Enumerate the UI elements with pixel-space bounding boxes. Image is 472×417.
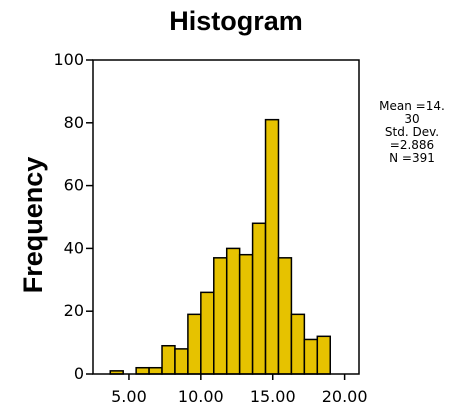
- x-tick-label: 5.00: [111, 387, 147, 406]
- histogram-bar: [264, 118, 280, 375]
- y-tick-label: 0: [74, 364, 84, 383]
- histogram-bar: [200, 291, 215, 375]
- histogram-bar: [213, 257, 228, 375]
- plot-frame: [92, 59, 360, 375]
- x-axis-ticks: 5.00 10.00 15.00 20.00: [111, 374, 368, 406]
- histogram-bars: [109, 118, 331, 375]
- histogram-bar: [135, 366, 150, 375]
- y-tick-label: 80: [64, 113, 84, 132]
- y-axis-ticks: 0 20 40 60 80 100: [53, 50, 93, 383]
- x-tick-label: 15.00: [250, 387, 296, 406]
- stats-line: Std. Dev.: [385, 125, 439, 139]
- x-tick-label: 10.00: [178, 387, 224, 406]
- y-tick-label: 20: [64, 301, 84, 320]
- histogram-bar: [303, 338, 319, 375]
- y-tick-label: 60: [64, 176, 84, 195]
- y-tick-label: 100: [53, 50, 84, 69]
- y-tick-label: 40: [64, 238, 84, 257]
- stats-line: 30: [404, 112, 419, 126]
- x-tick-label: 20.00: [322, 387, 368, 406]
- histogram-bar: [290, 313, 306, 375]
- histogram-bar: [277, 257, 293, 375]
- histogram-bar: [174, 348, 189, 375]
- histogram-bar: [316, 335, 331, 375]
- stats-line: =2.886: [390, 138, 434, 152]
- histogram-bar: [251, 222, 267, 375]
- histogram-bar: [148, 366, 163, 375]
- y-axis-label: Frequency: [18, 157, 48, 294]
- histogram-bar: [187, 313, 202, 375]
- stats-line: N =391: [389, 151, 435, 165]
- stats-line: Mean =14.: [379, 99, 445, 113]
- histogram-bar: [238, 253, 254, 375]
- histogram-bar: [225, 247, 241, 375]
- histogram-bar: [161, 344, 176, 375]
- chart-title: Histogram: [169, 6, 303, 36]
